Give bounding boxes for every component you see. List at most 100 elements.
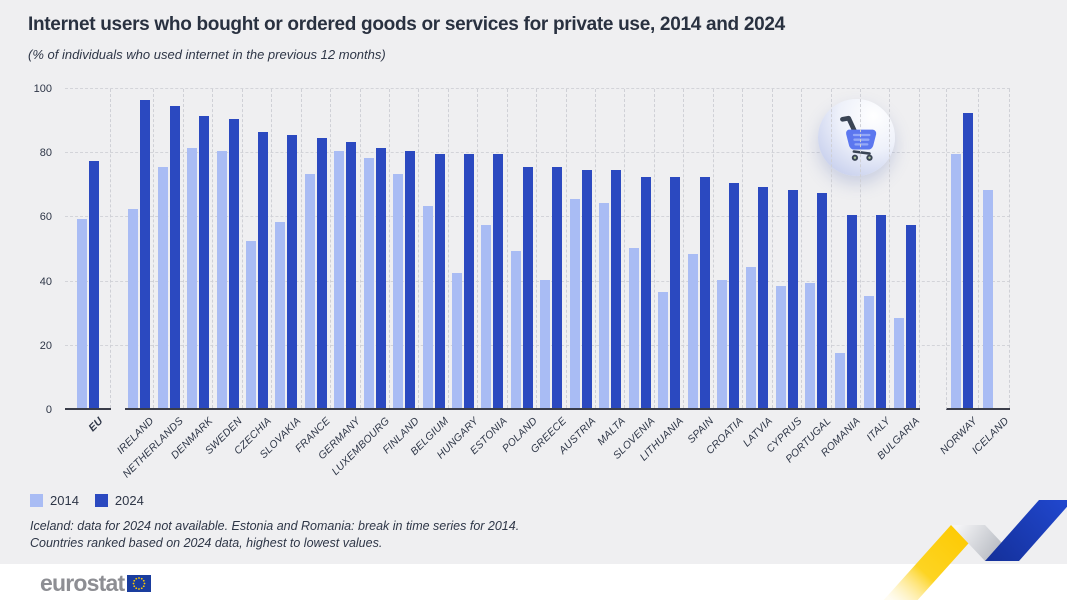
country-slot-cyprus: CYPRUS (764, 89, 804, 455)
gridline-80 (65, 152, 1010, 154)
bar-2014-france (304, 173, 315, 408)
gridline-60 (65, 216, 1010, 218)
y-tick-80: 80 (39, 147, 52, 160)
group-efta: NORWAY ICELAND (938, 89, 1011, 457)
bar-2024-luxembourg (375, 148, 386, 408)
bar-2014-eu (76, 218, 87, 408)
bar-2024-slovakia (287, 135, 298, 408)
bar-2024-czechia (257, 131, 268, 408)
bar-2024-greece (552, 167, 563, 408)
bar-2014-norway (951, 154, 962, 408)
bar-2014-poland (510, 250, 521, 408)
bar-2014-denmark (187, 148, 198, 408)
bar-2024-portugal (817, 192, 828, 408)
y-tick-100: 100 (33, 83, 52, 95)
bar-2024-spain (699, 176, 710, 408)
bar-2014-malta (599, 202, 610, 408)
bar-2024-france (316, 138, 327, 408)
bar-2024-croatia (728, 183, 739, 408)
bar-2014-luxembourg (363, 157, 374, 408)
bar-2024-denmark (199, 115, 210, 408)
footnotes: Iceland: data for 2024 not available. Es… (30, 518, 519, 552)
country-slot-luxembourg: LUXEMBOURG (329, 89, 392, 478)
country-slot-portugal: PORTUGAL (783, 89, 834, 465)
bar-2014-slovenia (628, 247, 639, 408)
country-slot-slovakia: SLOVAKIA (258, 89, 304, 461)
plot-area: EU IRELAND NETHERLANDS DENMARK SWEDEN CZECHI… (65, 88, 1011, 480)
bar-2024-belgium (434, 154, 445, 408)
country-slot-greece: GREECE (528, 89, 569, 456)
country-slot-spain: SPAIN (684, 89, 716, 446)
footnote-ranking: Countries ranked based on 2024 data, hig… (30, 536, 383, 550)
bar-2024-cyprus (787, 189, 798, 408)
bar-2014-iceland (982, 189, 993, 408)
country-slot-malta: MALTA (595, 89, 628, 448)
bar-2014-sweden (216, 151, 227, 408)
bar-2014-cyprus (775, 286, 786, 408)
bar-2024-finland (405, 151, 416, 408)
legend-item-2024: 2024 (94, 493, 144, 508)
country-slot-netherlands: NETHERLANDS (121, 89, 186, 480)
bar-2024-hungary (464, 154, 475, 408)
bar-2024-estonia (493, 154, 504, 408)
bar-2014-netherlands (157, 167, 168, 408)
bar-2024-poland (522, 167, 533, 408)
y-tick-0: 0 (45, 404, 52, 416)
bar-2024-slovenia (640, 176, 651, 408)
bar-2014-italy (864, 295, 875, 408)
bar-2024-norway (963, 112, 974, 408)
country-slot-finland: FINLAND (380, 89, 422, 456)
country-slot-france: FRANCE (293, 89, 333, 455)
bar-2024-ireland (140, 99, 151, 408)
bar-2024-lithuania (670, 176, 681, 408)
legend-label-2014: 2014 (50, 493, 79, 508)
country-slot-iceland: ICELAND (970, 89, 1011, 457)
bar-2014-greece (540, 279, 551, 408)
group-member-states: IRELAND NETHERLANDS DENMARK SWEDEN CZECHIA SL… (115, 89, 922, 480)
country-slot-austria: AUSTRIA (557, 89, 598, 457)
country-slot-romania: ROMANIA (819, 89, 863, 459)
country-slot-ireland: IRELAND (115, 89, 157, 457)
bar-2024-eu (88, 160, 99, 408)
bar-2024-germany (346, 141, 357, 408)
bar-2014-belgium (422, 205, 433, 408)
country-slot-slovenia: SLOVENIA (610, 89, 657, 462)
bar-2014-hungary (452, 273, 463, 408)
country-slot-lithuania: LITHUANIA (638, 89, 687, 464)
country-slot-czechia: CZECHIA (232, 89, 274, 457)
country-slot-eu: EU (65, 89, 111, 434)
country-slot-denmark: DENMARK (169, 89, 216, 462)
bar-2014-bulgaria (893, 318, 904, 408)
legend: 2014 2024 (30, 493, 144, 508)
bar-2014-finland (393, 173, 404, 408)
group-eu: EU (65, 89, 111, 434)
bar-2014-ireland (128, 208, 139, 408)
bar-2024-italy (876, 215, 887, 408)
bar-2014-germany (334, 151, 345, 408)
bar-groups: EU IRELAND NETHERLANDS DENMARK SWEDEN CZECHI… (65, 89, 1011, 480)
country-slot-poland: POLAND (500, 89, 539, 455)
country-slot-croatia: CROATIA (704, 89, 745, 457)
country-slot-sweden: SWEDEN (203, 89, 245, 457)
bar-2014-lithuania (658, 292, 669, 408)
y-tick-40: 40 (39, 275, 52, 288)
bar-2014-czechia (245, 241, 256, 408)
bar-2014-romania (834, 353, 845, 408)
footnote-availability: Iceland: data for 2024 not available. Es… (30, 519, 520, 533)
bar-2014-croatia (716, 279, 727, 408)
country-slot-hungary: HUNGARY (434, 89, 481, 461)
bar-2024-netherlands (169, 106, 180, 408)
bar-2014-portugal (805, 282, 816, 408)
legend-swatch-2014 (30, 494, 43, 507)
gridline-20 (65, 344, 1010, 346)
country-slot-norway: NORWAY (938, 89, 980, 457)
chart-subtitle: (% of individuals who used internet in t… (28, 47, 386, 62)
country-slot-germany: GERMANY (316, 89, 363, 462)
country-slot-bulgaria: BULGARIA (875, 89, 922, 462)
gridline-40 (65, 280, 1010, 282)
bar-2024-latvia (758, 186, 769, 408)
y-tick-20: 20 (39, 339, 52, 352)
eurostat-logo-text: eurostat (40, 570, 125, 596)
legend-swatch-2024 (94, 494, 108, 507)
